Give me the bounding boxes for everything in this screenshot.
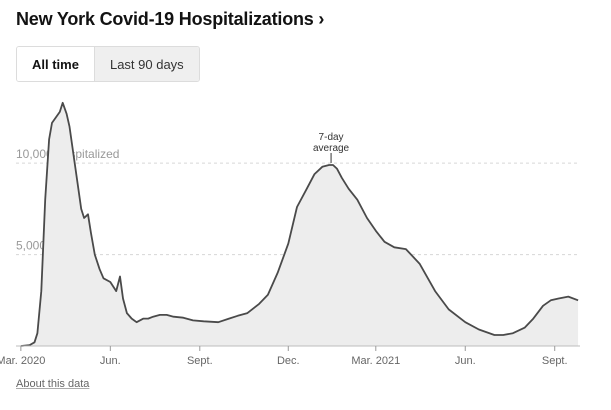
x-tick-label: Jun.: [100, 355, 121, 367]
x-tick-label: Sept.: [542, 355, 568, 367]
tab-all-time[interactable]: All time: [17, 47, 94, 81]
annotation-label: average: [313, 143, 350, 154]
time-range-tabs: All time Last 90 days: [16, 46, 200, 82]
x-tick-label: Jun.: [455, 355, 476, 367]
x-tick-label: Sept.: [187, 355, 213, 367]
x-tick-label: Mar. 2020: [0, 355, 45, 367]
x-tick-label: Mar. 2021: [351, 355, 400, 367]
tab-last-90-days[interactable]: Last 90 days: [93, 47, 199, 81]
y-tick-label: 5,000: [16, 239, 46, 253]
page-title-text: New York Covid-19 Hospitalizations: [16, 9, 314, 29]
hospitalizations-line: [20, 101, 579, 347]
about-data-link[interactable]: About this data: [16, 378, 90, 390]
chevron-right-icon: ›: [318, 9, 325, 29]
hospitalizations-area: [20, 102, 579, 346]
page-title[interactable]: New York Covid-19 Hospitalizations ›: [16, 9, 324, 30]
annotation-label: 7-day: [319, 132, 344, 143]
x-tick-label: Dec.: [277, 355, 300, 367]
